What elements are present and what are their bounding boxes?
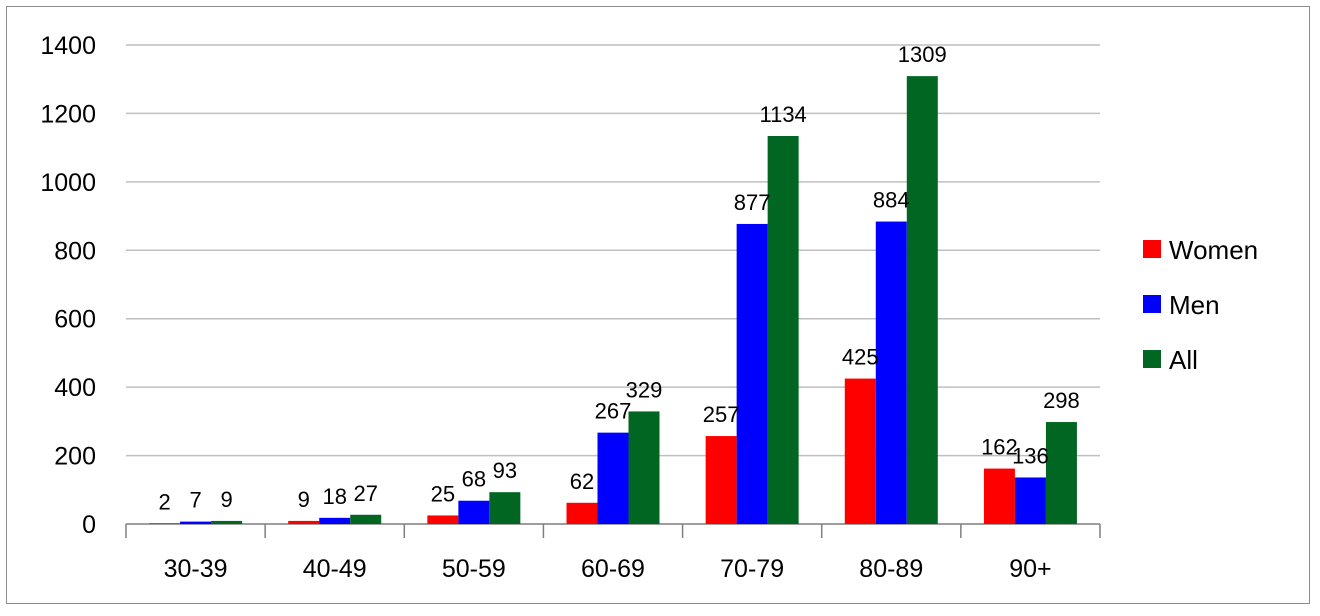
data-label: 136 bbox=[1012, 443, 1049, 468]
data-label: 25 bbox=[431, 481, 455, 506]
x-tick-label: 70-79 bbox=[720, 555, 784, 583]
bar-women bbox=[983, 468, 1015, 524]
x-tick-label: 50-59 bbox=[442, 555, 506, 583]
bar-men bbox=[875, 221, 907, 524]
bar-women bbox=[149, 523, 181, 524]
gridlines bbox=[126, 44, 1100, 457]
data-label: 1134 bbox=[759, 102, 806, 127]
data-label: 425 bbox=[842, 345, 879, 370]
x-axis: 30-39 40-49 50-59 60-69 70-79 80-89 90+ bbox=[125, 523, 1101, 583]
bar-all bbox=[350, 514, 382, 524]
bar-women bbox=[427, 515, 459, 524]
y-tick-label: 400 bbox=[54, 374, 96, 402]
legend-label-women: Women bbox=[1169, 235, 1258, 265]
legend-swatch-all bbox=[1143, 350, 1161, 368]
bar-all bbox=[628, 411, 660, 524]
x-tick-label: 90+ bbox=[1009, 555, 1051, 583]
data-label: 27 bbox=[353, 481, 377, 506]
data-label: 298 bbox=[1043, 388, 1080, 413]
bar-all bbox=[211, 520, 243, 524]
data-label: 162 bbox=[981, 435, 1018, 460]
data-label: 2 bbox=[158, 489, 170, 514]
data-label: 1309 bbox=[898, 42, 947, 67]
x-tick-label: 30-39 bbox=[164, 555, 228, 583]
y-tick-label: 600 bbox=[54, 306, 96, 334]
bars bbox=[149, 76, 1077, 524]
y-tick-label: 1000 bbox=[40, 169, 96, 197]
y-tick-label: 1200 bbox=[40, 100, 96, 128]
legend-label-all: All bbox=[1169, 345, 1198, 375]
data-label: 884 bbox=[873, 188, 910, 213]
x-tick-label: 40-49 bbox=[303, 555, 367, 583]
data-label: 257 bbox=[703, 402, 740, 427]
data-label: 267 bbox=[595, 399, 632, 424]
bar-all bbox=[767, 136, 799, 524]
bar-women bbox=[288, 520, 320, 524]
x-tick-label: 80-89 bbox=[859, 555, 923, 583]
bar-all bbox=[489, 492, 521, 524]
legend-swatch-women bbox=[1143, 240, 1161, 258]
y-axis: 0 200 400 600 800 1000 1200 1400 bbox=[40, 32, 96, 539]
bar-men bbox=[736, 223, 768, 524]
data-label: 93 bbox=[493, 458, 517, 483]
bar-men bbox=[597, 432, 629, 524]
data-label: 9 bbox=[298, 487, 310, 512]
bar-women bbox=[844, 378, 876, 524]
legend: Women Men All bbox=[1143, 235, 1258, 375]
bar-men bbox=[1014, 477, 1046, 524]
data-label: 9 bbox=[220, 487, 232, 512]
bar-all bbox=[906, 76, 938, 524]
bar-men bbox=[319, 517, 351, 524]
x-tick-label: 60-69 bbox=[581, 555, 645, 583]
data-label: 7 bbox=[189, 488, 201, 513]
legend-label-men: Men bbox=[1169, 290, 1220, 320]
y-tick-label: 1400 bbox=[40, 32, 96, 60]
y-tick-label: 200 bbox=[54, 443, 96, 471]
legend-swatch-men bbox=[1143, 295, 1161, 313]
bar-women bbox=[566, 502, 598, 524]
bar-all bbox=[1045, 422, 1077, 524]
bar-men bbox=[458, 500, 490, 524]
data-label: 62 bbox=[570, 469, 594, 494]
data-label: 68 bbox=[462, 467, 486, 492]
data-labels: 2 9 25 62 257 425 162 7 18 68 267 877 884 136 9 27 93 329… bbox=[158, 42, 1079, 514]
y-tick-label: 0 bbox=[82, 511, 96, 539]
data-label: 329 bbox=[626, 377, 663, 402]
data-label: 877 bbox=[734, 190, 771, 215]
y-tick-label: 800 bbox=[54, 237, 96, 265]
bar-women bbox=[705, 436, 737, 524]
data-label: 18 bbox=[322, 484, 346, 509]
bar-men bbox=[180, 521, 212, 524]
